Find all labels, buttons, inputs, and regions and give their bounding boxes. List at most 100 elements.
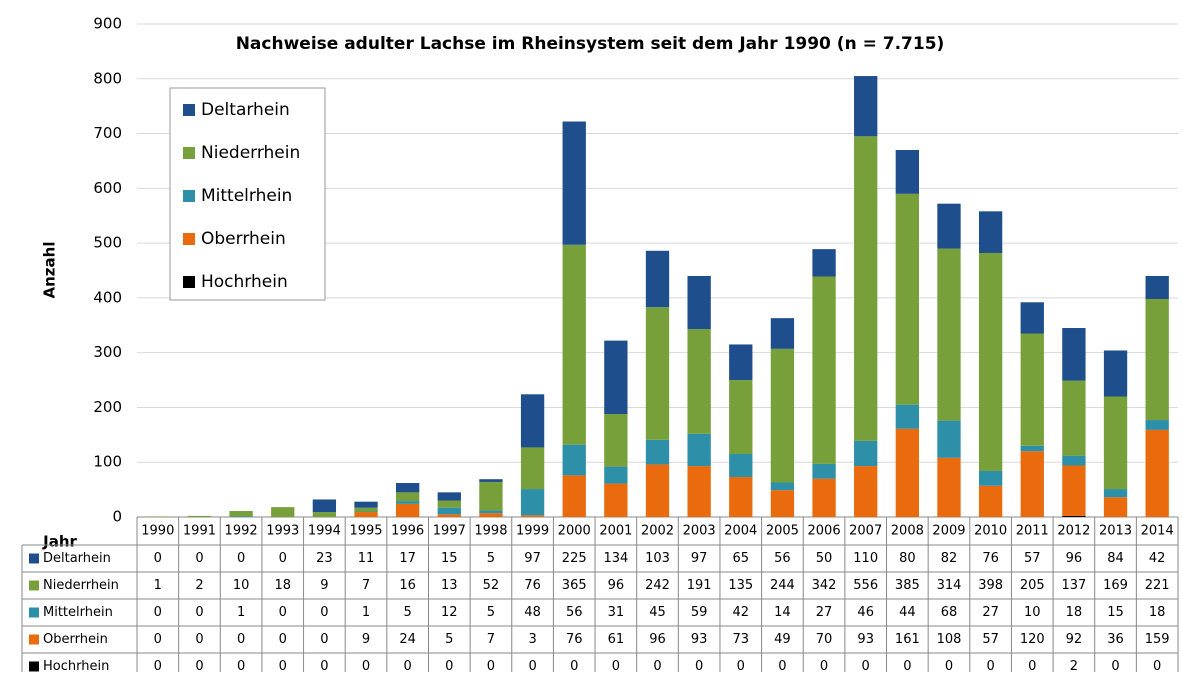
bar-segment — [770, 490, 795, 517]
bar-segment — [312, 499, 337, 513]
table-legend-key — [29, 553, 39, 564]
table-value: 0 — [778, 659, 786, 672]
bar-segment — [812, 463, 836, 479]
table-value: 93 — [691, 632, 708, 647]
table-value: 24 — [399, 632, 416, 647]
table-value: 0 — [237, 632, 245, 647]
table-value: 385 — [895, 578, 920, 593]
table-value: 0 — [404, 659, 412, 672]
bar-segment — [687, 329, 711, 434]
table-value: 2 — [195, 578, 203, 593]
bar-segment — [520, 489, 545, 516]
bar-segment — [1062, 380, 1086, 456]
bar-segment — [1103, 396, 1128, 490]
table-value: 42 — [733, 605, 750, 620]
y-tick-label: 500 — [93, 234, 122, 252]
bar-segment — [937, 457, 961, 517]
legend-label: Deltarhein — [201, 100, 290, 120]
table-value: 16 — [399, 578, 416, 593]
bar-segment — [604, 340, 628, 415]
bar-segment — [812, 249, 836, 277]
table-value: 161 — [895, 632, 920, 647]
table-value: 0 — [570, 659, 578, 672]
table-value: 10 — [233, 578, 250, 593]
bar-segment — [1145, 298, 1169, 421]
table-value: 68 — [941, 605, 958, 620]
table-value: 44 — [899, 605, 916, 620]
x-tick-label: 1990 — [141, 524, 174, 539]
table-value: 7 — [362, 578, 370, 593]
table-value: 108 — [937, 632, 962, 647]
bar-segment — [812, 478, 836, 517]
bar-segment — [687, 275, 711, 330]
bar-segment — [146, 516, 170, 517]
bar-segment — [895, 428, 919, 517]
table-value: 97 — [524, 551, 541, 566]
table-value: 82 — [941, 551, 958, 566]
table-value: 0 — [154, 605, 162, 620]
x-tick-label: 2005 — [766, 524, 799, 539]
y-axis-label: Anzahl — [41, 242, 59, 299]
bar-segment — [1020, 451, 1044, 517]
x-tick-label: 2004 — [724, 524, 757, 539]
legend-key — [183, 190, 195, 202]
table-value: 2 — [1070, 659, 1078, 672]
bar-segment — [978, 470, 1003, 486]
bar-segment — [770, 348, 795, 483]
x-tick-label: 2013 — [1099, 524, 1132, 539]
y-tick-label: 900 — [93, 15, 122, 33]
table-value: 556 — [853, 578, 878, 593]
bar-segment — [937, 420, 961, 458]
bar-segment — [978, 211, 1003, 253]
bar-segment — [437, 500, 461, 508]
table-value: 56 — [774, 551, 791, 566]
bar-segment — [229, 516, 253, 517]
table-value: 0 — [279, 551, 287, 566]
table-value: 59 — [691, 605, 708, 620]
table-value: 7 — [487, 632, 495, 647]
table-value: 57 — [1024, 551, 1041, 566]
table-value: 5 — [487, 605, 495, 620]
bar-segment — [437, 507, 461, 515]
bar-segment — [1062, 515, 1086, 517]
bar-segment — [978, 252, 1003, 471]
table-value: 27 — [816, 605, 833, 620]
bar-segment — [187, 515, 212, 517]
table-value: 96 — [608, 578, 625, 593]
table-value: 135 — [728, 578, 753, 593]
table-value: 11 — [358, 551, 375, 566]
table-value: 50 — [816, 551, 833, 566]
x-tick-label: 2006 — [808, 524, 841, 539]
table-value: 0 — [362, 659, 370, 672]
x-axis-label: Jahr — [42, 533, 77, 551]
x-tick-label: 2007 — [849, 524, 882, 539]
x-tick-label: 1997 — [433, 524, 466, 539]
table-legend-key — [29, 607, 39, 618]
bar-segment — [562, 475, 586, 517]
y-tick-label: 800 — [93, 69, 122, 87]
y-tick-label: 400 — [93, 288, 122, 306]
table-value: 342 — [812, 578, 837, 593]
table-legend-key — [29, 580, 39, 591]
table-value: 73 — [733, 632, 750, 647]
bar-segment — [479, 513, 503, 517]
table-value: 0 — [279, 632, 287, 647]
bar-segment — [437, 514, 461, 517]
table-value: 0 — [1111, 659, 1119, 672]
table-value: 191 — [687, 578, 712, 593]
table-row-label: Mittelrhein — [43, 605, 113, 620]
table-value: 14 — [774, 605, 791, 620]
table-value: 45 — [649, 605, 666, 620]
bar-segment — [604, 466, 628, 484]
table-value: 5 — [487, 551, 495, 566]
bar-segment — [1062, 328, 1086, 381]
x-tick-label: 1996 — [391, 524, 424, 539]
x-tick-label: 2001 — [599, 524, 632, 539]
table-value: 42 — [1149, 551, 1166, 566]
table-value: 10 — [1024, 605, 1041, 620]
table-value: 1 — [154, 578, 162, 593]
table-value: 0 — [945, 659, 953, 672]
y-tick-label: 600 — [93, 179, 122, 197]
table-value: 120 — [1020, 632, 1045, 647]
table-value: 49 — [774, 632, 791, 647]
